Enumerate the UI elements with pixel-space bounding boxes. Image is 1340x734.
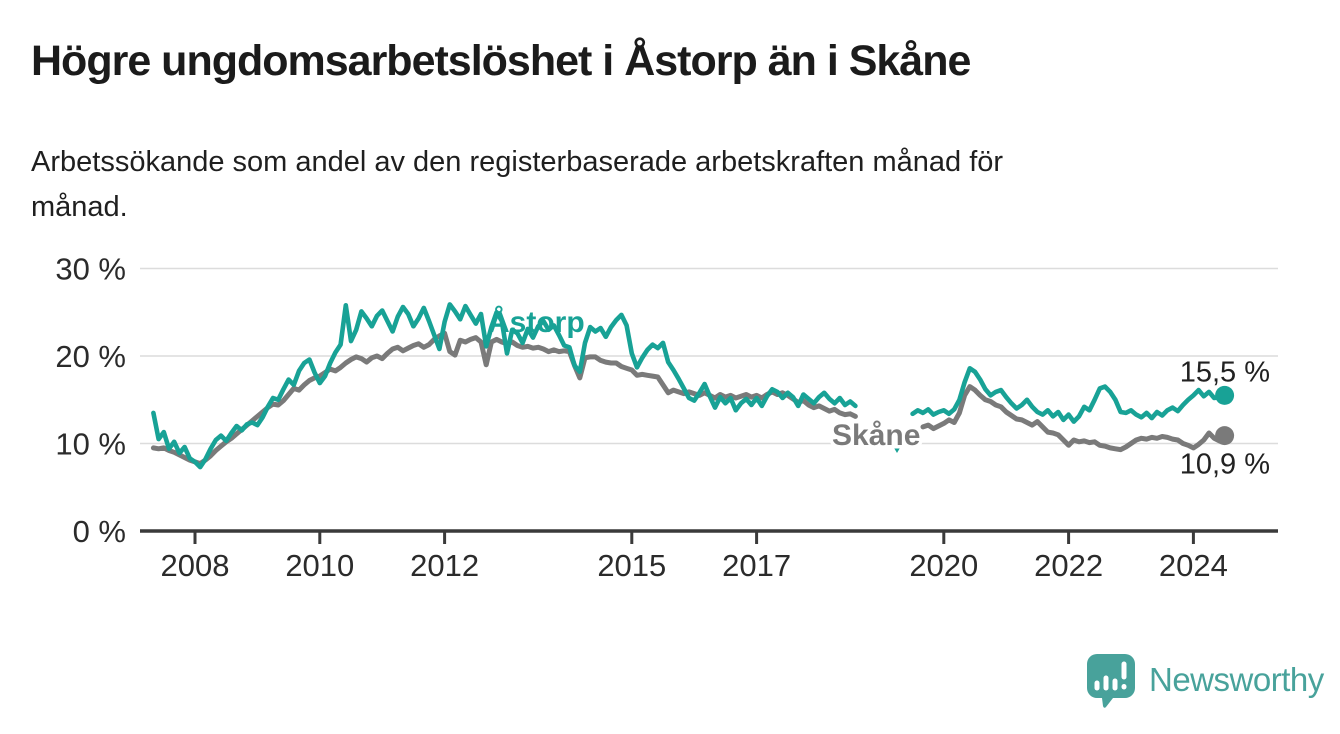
newsworthy-logo-icon [1087, 654, 1135, 708]
y-axis-tick-label: 10 % [55, 427, 126, 462]
x-axis-tick-label: 2010 [285, 548, 354, 583]
line-chart: Skåne Åstorp 10,9 % 15,5 % 2008 2010 2012 2015 2… [0, 240, 1340, 600]
x-axis-tick-label: 2008 [161, 548, 230, 583]
y-axis-tick-label: 30 % [55, 252, 126, 287]
åstorp-isolated-point [890, 442, 904, 453]
x-axis-tick-label: 2022 [1034, 548, 1103, 583]
x-axis-tick-label: 2017 [722, 548, 791, 583]
skåne-end-value-label: 10,9 % [1180, 449, 1270, 481]
astorp-series-label: Åstorp [488, 306, 585, 339]
åstorp-end-dot [1215, 385, 1235, 405]
skåne-end-dot [1215, 426, 1235, 446]
x-axis-tick-label: 2015 [597, 548, 666, 583]
page-title: Högre ungdomsarbetslöshet i Åstorp än i … [31, 37, 971, 85]
y-axis-tick-label: 20 % [55, 339, 126, 374]
y-axis-tick-label: 0 % [73, 514, 126, 549]
åstorp-end-value-label: 15,5 % [1180, 356, 1270, 388]
brand-name: Newsworthy [1149, 661, 1324, 698]
skane-series-label: Skåne [832, 419, 920, 452]
chart-subtitle: Arbetssökande som andel av den registerb… [31, 146, 1004, 223]
åstorp-line [910, 366, 1227, 424]
brand-footer: Newsworthy [1085, 652, 1324, 708]
x-axis-tick-label: 2012 [410, 548, 479, 583]
x-axis-tick-label: 2020 [909, 548, 978, 583]
åstorp-line [151, 302, 858, 470]
skåne-line [920, 384, 1228, 453]
x-axis-tick-label: 2024 [1159, 548, 1228, 583]
line-chart-svg: Skåne Åstorp 10,9 % 15,5 % 2008 2010 2012 2015 2… [55, 252, 1278, 583]
